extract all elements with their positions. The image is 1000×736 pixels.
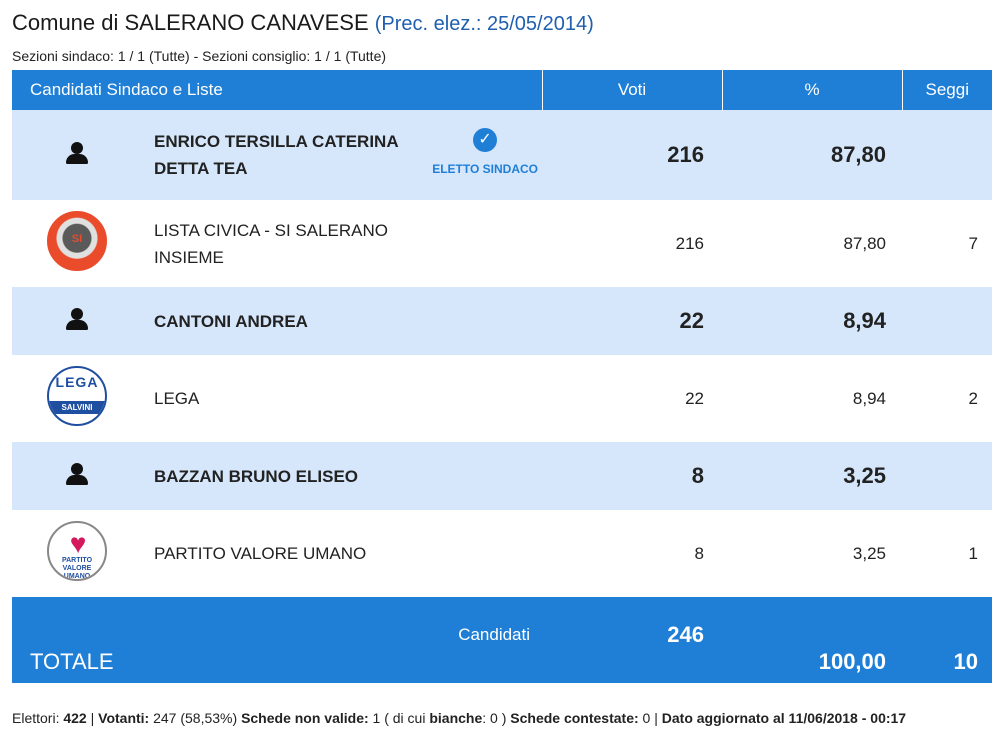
candidate-voti: 22	[542, 287, 723, 355]
comune-title: Comune di SALERANO CANAVESE	[12, 10, 369, 35]
sections-subtitle: Sezioni sindaco: 1 / 1 (Tutte) - Sezioni…	[12, 48, 387, 64]
aggiornato-label: Dato aggiornato al 11/06/2018 - 00:17	[661, 710, 907, 726]
total-pct: 100,00	[722, 597, 903, 683]
list-pct: 3,25	[852, 543, 887, 563]
list-seggi: 7	[968, 233, 979, 253]
list-name[interactable]: PARTITO VALORE UMANO	[154, 544, 367, 563]
person-icon	[65, 462, 89, 485]
total-voti: 246	[542, 597, 723, 683]
check-circle-icon: ✓	[473, 127, 498, 152]
bianche-value: : 0 )	[482, 710, 507, 726]
candidate-pct: 87,80	[722, 110, 903, 200]
lega-logo-icon: LEGA SALVINI	[47, 366, 107, 426]
list-pct: 87,80	[843, 233, 887, 253]
list-name[interactable]: LEGA	[154, 389, 200, 408]
eletto-sindaco-badge: ✓ ELETTO SINDACO	[432, 127, 539, 183]
nonvalide-label: Schede non valide:	[241, 710, 369, 726]
list-name-line2[interactable]: INSIEME	[154, 247, 224, 267]
nonvalide-value: 1 ( di cui	[372, 710, 430, 726]
summary-footer: Elettori: 422 | Votanti: 247 (58,53%) Sc…	[12, 710, 907, 726]
results-table: Candidati Sindaco e Liste Voti % Seggi E…	[12, 70, 993, 683]
list-voti: 216	[675, 233, 705, 253]
contestate-value: 0	[642, 710, 651, 726]
lista-civica-logo-icon: SI	[47, 211, 107, 271]
list-seggi: 1	[968, 543, 979, 563]
total-row: TOTALE Candidati 246 100,00 10	[12, 597, 993, 683]
col-header-candidati: Candidati Sindaco e Liste	[12, 70, 543, 110]
bianche-label: bianche	[429, 710, 483, 726]
list-row: LEGA SALVINI LEGA 22 8,94 2	[12, 355, 992, 442]
person-icon	[65, 307, 89, 330]
candidate-name[interactable]: BAZZAN BRUNO ELISEO	[142, 442, 543, 510]
candidate-pct: 8,94	[722, 287, 903, 355]
votanti-label: Votanti:	[98, 710, 150, 726]
col-header-voti: Voti	[542, 70, 723, 110]
candidate-row: ENRICO TERSILLA CATERINA DETTA TEA ✓ ELE…	[12, 110, 993, 200]
votanti-value: 247 (58,53%)	[153, 710, 238, 726]
list-voti: 8	[694, 543, 705, 563]
candidate-name[interactable]: CANTONI ANDREA	[142, 287, 543, 355]
candidate-row: CANTONI ANDREA 22 8,94	[12, 287, 993, 355]
candidate-voti: 216	[542, 110, 723, 200]
contestate-label: Schede contestate:	[510, 710, 639, 726]
elettori-value: 422	[63, 710, 87, 726]
list-name[interactable]: LISTA CIVICA - SI SALERANO	[154, 220, 388, 240]
col-header-seggi: Seggi	[902, 70, 993, 110]
total-label: TOTALE	[12, 597, 142, 683]
elettori-label: Elettori:	[12, 710, 60, 726]
total-candidates-label: Candidati	[142, 597, 543, 683]
table-header-row: Candidati Sindaco e Liste Voti % Seggi	[12, 70, 993, 110]
candidate-seggi	[902, 110, 993, 200]
candidate-seggi	[902, 442, 993, 510]
partito-valore-umano-logo-icon: ♥ PARTITO VALORE UMANO	[47, 521, 107, 581]
col-header-pct: %	[722, 70, 903, 110]
person-icon	[65, 141, 89, 164]
candidate-name-line2[interactable]: DETTA TEA	[154, 159, 248, 178]
page-title: Comune di SALERANO CANAVESE (Prec. elez.…	[12, 10, 594, 36]
eletto-sindaco-label: ELETTO SINDACO	[432, 161, 539, 176]
candidate-row: BAZZAN BRUNO ELISEO 8 3,25	[12, 442, 993, 510]
candidate-seggi	[902, 287, 993, 355]
candidate-voti: 8	[542, 442, 723, 510]
list-row: SI LISTA CIVICA - SI SALERANO INSIEME 21…	[12, 200, 992, 287]
prec-elez-link[interactable]: (Prec. elez.: 25/05/2014)	[374, 13, 594, 35]
list-seggi: 2	[968, 388, 979, 408]
total-seggi: 10	[902, 597, 993, 683]
list-voti: 22	[685, 388, 705, 408]
candidate-pct: 3,25	[722, 442, 903, 510]
candidate-name[interactable]: ENRICO TERSILLA CATERINA	[154, 132, 399, 151]
candidate-name-cell: ENRICO TERSILLA CATERINA DETTA TEA ✓ ELE…	[142, 110, 543, 200]
list-pct: 8,94	[852, 388, 887, 408]
list-row: ♥ PARTITO VALORE UMANO PARTITO VALORE UM…	[12, 510, 992, 597]
